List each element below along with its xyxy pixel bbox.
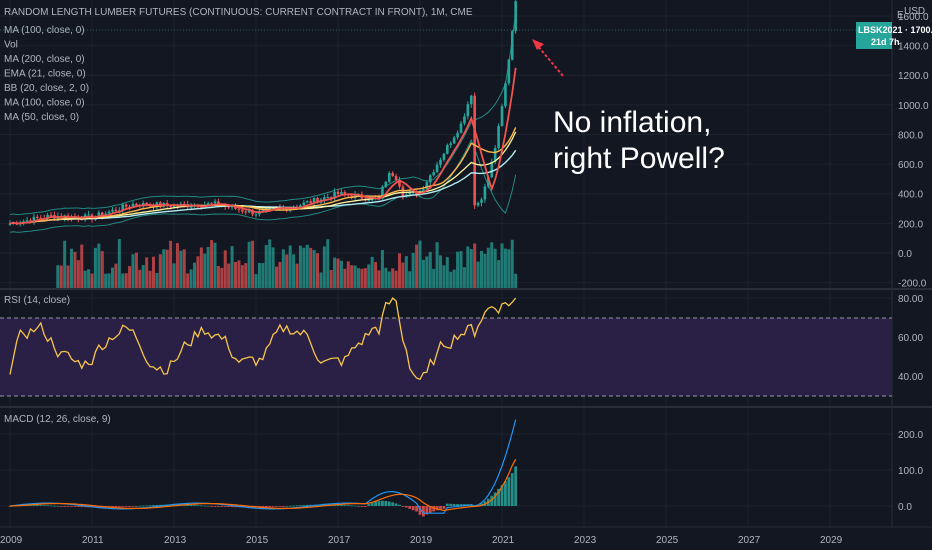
indicator-legend-item[interactable]: MA (50, close, 0) [4,112,79,123]
macd-label[interactable]: MACD (12, 26, close, 9) [4,414,111,425]
x-tick-label: 2015 [246,535,269,546]
price-tick-label: 1600.0 [898,12,929,23]
indicator-legend-item[interactable]: MA (100, close, 0) [4,25,85,36]
indicator-legend-item[interactable]: MA (100, close, 0) [4,98,85,109]
rsi-tick-label: 80.00 [898,294,923,305]
price-tick-label: 1200.0 [898,71,929,82]
price-tick-label: 0.0 [898,249,912,260]
price-tick-label: 1400.0 [898,42,929,53]
x-tick-label: 2017 [328,535,351,546]
macd-tick-label: 0.0 [898,502,912,513]
macd-tick-label: 100.0 [898,466,923,477]
price-tick-label: 1000.0 [898,101,929,112]
rsi-band [0,318,892,396]
indicator-legend: MA (100, close, 0) Vol MA (200, close, 0) E… [4,25,89,123]
volume-bars [56,239,518,289]
time-axis[interactable]: 2009 2011 2013 2015 2017 2019 2021 2023 2025 2027… [0,535,843,546]
rsi-tick-label: 40.00 [898,372,923,383]
x-tick-label: 2023 [574,535,597,546]
currency-label: USD [904,6,925,17]
rsi-line [9,296,517,381]
x-tick-label: 2019 [410,535,433,546]
x-tick-label: 2011 [82,535,104,546]
indicator-legend-item[interactable]: MA (200, close, 0) [4,54,85,65]
price-tick-label: 800.0 [898,130,923,141]
macd-tick-label: 200.0 [898,430,923,441]
chart-title[interactable]: RANDOM LENGTH LUMBER FUTURES (CONTINUOUS… [4,7,473,18]
price-tag-symbol: LBSK2021 · 1700.0 [858,25,932,35]
price-tick-label: 400.0 [898,190,923,201]
x-tick-label: 2021 [492,535,515,546]
x-tick-label: 2027 [738,535,761,546]
price-tick-label: 200.0 [898,219,923,230]
macd-indicator [8,419,518,517]
rsi-label[interactable]: RSI (14, close) [4,295,70,306]
indicator-legend-item[interactable]: EMA (21, close, 0) [4,69,86,80]
x-tick-label: 2009 [0,535,23,546]
annotation-line-1: No inflation, [553,106,711,139]
moving-averages [9,67,517,225]
price-axis[interactable]: 1600.0 1400.0 1200.0 1000.0 800.0 600.0 400.0 2… [898,12,929,513]
arrow-icon [532,39,564,77]
annotation-line-2: right Powell? [553,142,725,175]
x-tick-label: 2025 [656,535,679,546]
grid [0,0,892,527]
price-tick-label: -200.0 [898,279,927,290]
indicator-legend-item[interactable]: Vol [4,40,18,51]
rsi-tick-label: 60.00 [898,333,923,344]
scale-marker: E [897,10,904,21]
price-tag-countdown: 21d 7h [871,37,900,47]
price-tick-label: 600.0 [898,160,923,171]
price-tag-box [856,22,892,49]
x-tick-label: 2029 [820,535,843,546]
indicator-legend-item[interactable]: BB (20, close, 2, 0) [4,83,89,94]
x-tick-label: 2013 [164,535,187,546]
